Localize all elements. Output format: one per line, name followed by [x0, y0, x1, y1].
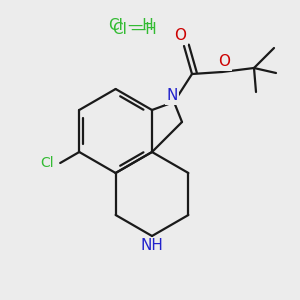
Text: —H: —H	[130, 22, 157, 37]
Text: N: N	[166, 88, 178, 104]
Text: Cl: Cl	[108, 17, 123, 32]
Text: O: O	[174, 28, 186, 44]
Text: —H: —H	[127, 17, 154, 32]
Text: Cl: Cl	[112, 22, 128, 37]
Text: O: O	[218, 55, 230, 70]
Text: NH: NH	[141, 238, 164, 253]
Text: Cl: Cl	[40, 156, 54, 170]
